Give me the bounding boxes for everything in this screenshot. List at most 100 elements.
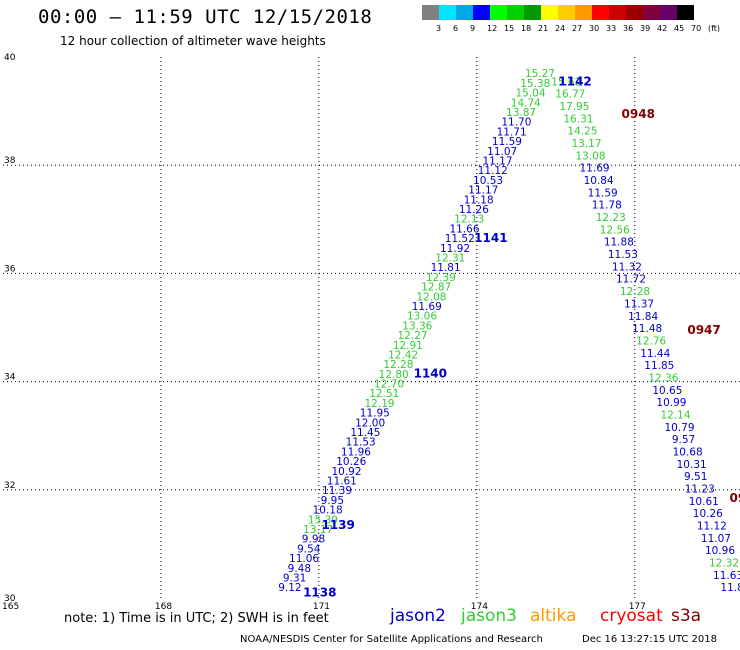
legend-item-cryosat: cryosat (600, 606, 663, 626)
wave-height-value: 10.26 (336, 456, 366, 468)
wave-height-value: 15.39 (308, 514, 338, 526)
legend-item-jason2: jason2 (390, 606, 446, 626)
wave-height-value: 9.51 (684, 471, 707, 483)
wave-height-value: 12.28 (383, 359, 413, 371)
wave-height-value: 11.37 (624, 298, 654, 310)
pass-time-label: 1141 (474, 231, 507, 245)
wave-height-value: 11.32 (612, 261, 642, 273)
color-scale-swatch (575, 5, 592, 20)
color-scale-label: 9 (470, 24, 476, 33)
wave-height-value: 9.98 (302, 534, 325, 546)
wave-height-value: 15.38 (520, 78, 550, 90)
wave-height-value: 10.99 (656, 397, 686, 409)
color-scale-label: 3 (436, 24, 442, 33)
wave-height-value: 16.31 (563, 113, 593, 125)
wave-height-value: 11.69 (412, 301, 442, 313)
color-scale-swatch (677, 5, 694, 20)
wave-height-value: 13.17 (303, 524, 333, 536)
wave-height-value: 13.87 (506, 107, 536, 119)
wave-height-value: 12.42 (388, 349, 418, 361)
wave-height-value: 11.44 (640, 348, 670, 360)
wave-height-value: 11.71 (497, 126, 527, 138)
legend-item-altika: altika (530, 606, 577, 626)
units-note: note: 1) Time is in UTC; 2) SWH is in fe… (64, 611, 329, 626)
legend-item-s3a: s3a (671, 606, 702, 626)
color-scale-label: 27 (572, 24, 583, 33)
color-scale-label: 15 (504, 24, 515, 33)
wave-height-value: 11.18 (464, 194, 494, 206)
credit-line: NOAA/NESDIS Center for Satellite Applica… (240, 634, 543, 645)
wave-height-value: 11.45 (350, 427, 380, 439)
wave-height-value: 10.26 (693, 508, 723, 520)
color-scale-swatch (558, 5, 575, 20)
wave-height-value: 13.08 (576, 150, 606, 162)
wave-height-value: 12.28 (620, 286, 650, 298)
color-scale-label: 24 (555, 24, 566, 33)
wave-height-value: 12.19 (365, 398, 395, 410)
wave-height-value: 11.17 (482, 156, 512, 168)
generation-timestamp: Dec 16 13:27:15 UTC 2018 (582, 634, 717, 645)
color-scale-swatch (456, 5, 473, 20)
wave-height-value: 14.25 (567, 126, 597, 138)
color-scale-label: 45 (674, 24, 685, 33)
wave-height-value: 12.36 (648, 372, 678, 384)
color-scale-label: 18 (521, 24, 532, 33)
color-scale-label: 6 (453, 24, 459, 33)
wave-height-value: 11.17 (468, 185, 498, 197)
wave-height-value: 11.88 (604, 237, 634, 249)
longitude-tick-label: 165 (2, 602, 19, 612)
wave-height-value: 11.81 (431, 262, 461, 274)
wave-height-value: 11.85 (644, 360, 674, 372)
latitude-tick-label: 40 (4, 53, 16, 63)
wave-height-value: 11.12 (697, 520, 727, 532)
color-scale-swatch (439, 5, 456, 20)
wave-height-value: 12.70 (374, 379, 404, 391)
wave-height-value: 11.53 (346, 437, 376, 449)
color-scale-swatch (524, 5, 541, 20)
color-scale-label: 33 (606, 24, 617, 33)
wave-height-value: 10.84 (584, 175, 614, 187)
pass-time-label: 1142 (558, 74, 591, 88)
wave-height-value: 11.48 (632, 323, 662, 335)
wave-height-value: 12.00 (355, 417, 385, 429)
wave-height-value: 9.12 (278, 582, 301, 594)
wave-height-value: 15.04 (515, 88, 545, 100)
wave-height-value: 12.39 (426, 272, 456, 284)
longitude-tick-label: 174 (471, 602, 488, 612)
wave-height-value: 13.36 (402, 320, 432, 332)
longitude-tick-label: 171 (313, 602, 330, 612)
pass-time-label: 0947 (687, 323, 720, 337)
wave-height-value: 9.95 (321, 495, 344, 507)
wave-height-value: 10.92 (331, 466, 361, 478)
wave-height-value: 10.96 (705, 545, 735, 557)
wave-height-value: 13.17 (571, 138, 601, 150)
wave-height-value: 11.53 (608, 249, 638, 261)
color-scale-swatch (507, 5, 524, 20)
wave-height-value: 11.61 (327, 476, 357, 488)
color-scale-label: 21 (538, 24, 549, 33)
wave-height-value: 9.54 (297, 543, 321, 555)
color-scale-swatch (609, 5, 626, 20)
wave-height-value: 11.72 (616, 274, 646, 286)
color-scale-swatch (422, 5, 439, 20)
wave-height-value: 12.32 (709, 558, 739, 570)
map-subtitle: 12 hour collection of altimeter wave hei… (60, 34, 326, 48)
pass-time-labels: 1142 0948 1141 0947 1140 1139 1138 09 (303, 74, 740, 599)
wave-height-value: 15.27 (525, 68, 555, 80)
color-scale-swatch (592, 5, 609, 20)
map-grid (3, 57, 740, 598)
color-scale-label: 30 (589, 24, 600, 33)
wave-height-value: 11.66 (449, 223, 479, 235)
pass-time-label: 1138 (303, 586, 336, 600)
wave-height-value: 17.95 (559, 101, 589, 113)
wave-height-value: 11.84 (628, 311, 658, 323)
wave-height-value: 11.39 (322, 485, 352, 497)
wave-height-value: 11.96 (341, 446, 371, 458)
wave-height-value: 11.78 (592, 200, 622, 212)
wave-height-value: 11.06 (289, 553, 319, 565)
pass-time-label: 1139 (321, 518, 354, 532)
color-scale-label: 36 (623, 24, 634, 33)
wave-height-value: 10.31 (677, 459, 707, 471)
color-scale-label: 39 (640, 24, 651, 33)
